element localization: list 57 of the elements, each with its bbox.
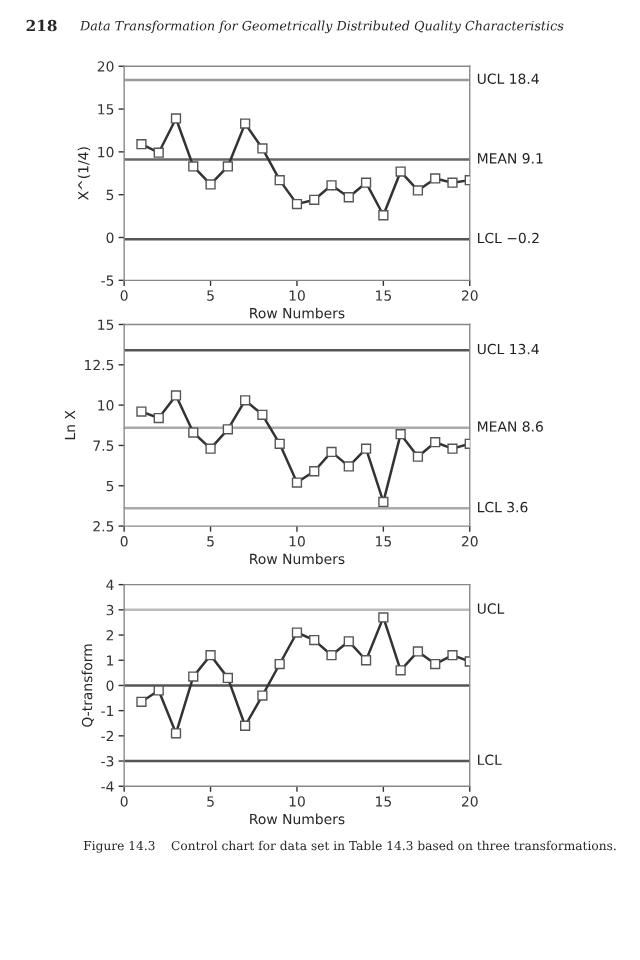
point: [274, 438, 285, 449]
point: [136, 139, 147, 150]
point: [291, 198, 303, 210]
point: [360, 443, 372, 454]
point: [257, 409, 268, 420]
point: [188, 161, 199, 172]
point: [395, 166, 406, 177]
point: [430, 437, 441, 448]
point: [343, 636, 354, 647]
point: [239, 118, 251, 129]
point: [360, 177, 372, 188]
point: [447, 650, 458, 661]
point: [257, 143, 268, 154]
point: [326, 446, 337, 458]
point: [239, 720, 251, 731]
point: [291, 477, 303, 488]
point: [430, 173, 441, 184]
point: [412, 451, 424, 462]
point: [153, 147, 164, 158]
point: [412, 185, 424, 196]
point: [309, 634, 320, 646]
point: [360, 655, 372, 666]
point: [326, 180, 337, 191]
point: [309, 466, 320, 477]
point: [274, 174, 285, 186]
point: [447, 177, 458, 188]
point: [326, 650, 337, 661]
point: [205, 179, 216, 190]
point: [222, 672, 233, 684]
point: [378, 210, 389, 221]
point: [447, 443, 458, 454]
point: [188, 427, 199, 438]
point: [136, 406, 147, 417]
point: [170, 113, 182, 124]
point: [291, 627, 303, 638]
point: [378, 612, 389, 623]
point: [395, 429, 406, 440]
point: [222, 161, 233, 172]
point: [205, 443, 216, 454]
point: [378, 496, 389, 508]
point: [170, 728, 182, 739]
point: [222, 424, 233, 435]
point: [343, 461, 354, 472]
point: [257, 690, 268, 701]
point: [309, 194, 320, 205]
point: [205, 650, 216, 661]
point: [430, 658, 441, 670]
point: [136, 696, 147, 707]
point: [395, 665, 406, 676]
point: [343, 192, 354, 203]
point: [153, 412, 164, 424]
point: [153, 685, 164, 696]
point: [274, 658, 285, 670]
point: [188, 671, 199, 682]
point: [239, 395, 251, 406]
point: [170, 390, 182, 401]
point: [412, 646, 424, 657]
